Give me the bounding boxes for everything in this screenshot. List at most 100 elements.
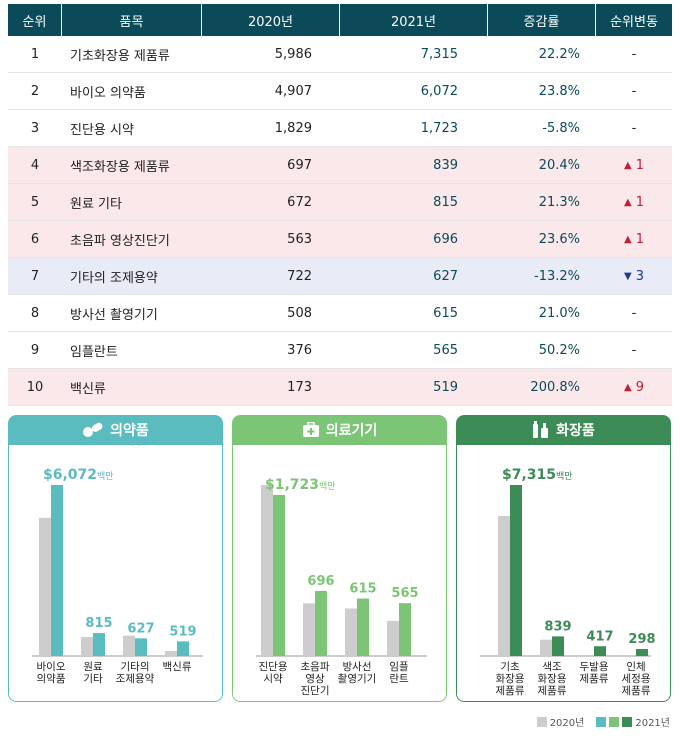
bar-2021 — [510, 485, 522, 656]
item-cell: 백신류 — [62, 369, 202, 406]
data-label: 839 — [544, 619, 571, 634]
bar-2021 — [636, 649, 648, 656]
bar-2021 — [51, 485, 63, 656]
rank-cell: 2 — [8, 73, 62, 110]
bar-2020 — [498, 516, 510, 656]
table-row: 1 기초화장용 제품류 5,986 7,315 22.2% - — [8, 36, 672, 73]
pharma-panel-body — [8, 445, 223, 702]
rate-cell: 50.2% — [488, 332, 596, 369]
category-label: 기타의 조제용약 — [116, 661, 155, 685]
arrow-up-icon: ▲ — [624, 381, 632, 393]
table-row: 2 바이오 의약품 4,907 6,072 23.8% - — [8, 73, 672, 110]
rank-change-cell: - — [596, 332, 672, 369]
rank-change-cell: ▼ 3 — [596, 258, 672, 295]
value-2020-cell: 4,907 — [202, 73, 340, 110]
item-cell: 진단용 시약 — [62, 110, 202, 147]
data-label: 417 — [586, 629, 613, 644]
rate-cell: 200.8% — [488, 369, 596, 406]
arrow-up-icon: ▲ — [624, 196, 632, 208]
table-row: 10 백신류 173 519 200.8% ▲ 9 — [8, 369, 672, 406]
rate-cell: 23.8% — [488, 73, 596, 110]
rate-cell: 21.3% — [488, 184, 596, 221]
value-2020-cell: 672 — [202, 184, 340, 221]
bar-2021 — [399, 603, 411, 656]
category-label: 진단용 시약 — [259, 661, 288, 685]
category-label: 백신류 — [163, 661, 192, 673]
category-label: 인체 세정용 제품류 — [622, 661, 651, 697]
bar-2021 — [315, 590, 327, 656]
rank-change-cell: - — [596, 36, 672, 73]
data-label: $6,072백만 — [43, 467, 114, 483]
rank-cell: 10 — [8, 369, 62, 406]
item-cell: 임플란트 — [62, 332, 202, 369]
item-cell: 원료 기타 — [62, 184, 202, 221]
value-2021-cell: 615 — [340, 295, 488, 332]
rank-change-value: 1 — [635, 231, 644, 247]
rank-cell: 1 — [8, 36, 62, 73]
table-row: 9 임플란트 376 565 50.2% - — [8, 332, 672, 369]
legend-label-2021: 2021년 — [635, 718, 670, 729]
value-2020-cell: 563 — [202, 221, 340, 258]
value-2020-cell: 722 — [202, 258, 340, 295]
rank-change-cell: - — [596, 110, 672, 147]
value-2020-cell: 508 — [202, 295, 340, 332]
legend-swatch-2021-cosmetic — [622, 716, 633, 727]
bar-2021 — [93, 633, 105, 656]
bar-2020 — [123, 635, 135, 656]
arrow-down-icon: ▼ — [624, 270, 632, 282]
value-2021-cell: 839 — [340, 147, 488, 184]
item-cell: 바이오 의약품 — [62, 73, 202, 110]
rank-cell: 6 — [8, 221, 62, 258]
legend-swatch-2021-device — [609, 716, 620, 727]
header-2021: 2021년 — [340, 4, 488, 36]
rank-cell: 8 — [8, 295, 62, 332]
cosmetics-icon — [533, 421, 549, 438]
rank-change-value: 3 — [635, 268, 644, 284]
data-label: 627 — [127, 621, 154, 636]
unit-label: 백만 — [556, 471, 573, 482]
bar-2021 — [552, 636, 564, 656]
rank-change-value: 9 — [635, 379, 644, 395]
table-row: 6 초음파 영상진단기 563 696 23.6% ▲ 1 — [8, 221, 672, 258]
value-2021-cell: 1,723 — [340, 110, 488, 147]
pills-icon — [83, 422, 103, 437]
value-2021-cell: 696 — [340, 221, 488, 258]
data-label: $7,315백만 — [502, 467, 573, 483]
bar-2020 — [39, 517, 51, 656]
value-2021-cell: 7,315 — [340, 36, 488, 73]
category-label: 기초 화장용 제품류 — [496, 661, 525, 697]
rate-cell: -5.8% — [488, 110, 596, 147]
data-label: 615 — [349, 582, 376, 597]
bar-2020 — [387, 620, 399, 656]
table-row: 4 색조화장용 제품류 697 839 20.4% ▲ 1 — [8, 147, 672, 184]
table-row: 5 원료 기타 672 815 21.3% ▲ 1 — [8, 184, 672, 221]
header-2020: 2020년 — [202, 4, 340, 36]
medical-kit-icon — [302, 422, 319, 437]
data-label: 815 — [85, 616, 112, 631]
data-label: 696 — [307, 574, 334, 589]
rate-cell: -13.2% — [488, 258, 596, 295]
cosmetic-panel: 화장품 $7,315백만 기초 화장용 제품류 839 색조 화장용 제품류 417 두발용 제품류… — [456, 415, 671, 702]
value-2021-cell: 519 — [340, 369, 488, 406]
rank-cell: 3 — [8, 110, 62, 147]
cosmetic-panel-body — [456, 445, 671, 702]
legend-swatch-2021-pharma — [596, 716, 607, 727]
table-row: 3 진단용 시약 1,829 1,723 -5.8% - — [8, 110, 672, 147]
arrow-up-icon: ▲ — [624, 159, 632, 171]
value-2020-cell: 1,829 — [202, 110, 340, 147]
value-2020-cell: 173 — [202, 369, 340, 406]
rank-cell: 4 — [8, 147, 62, 184]
header-rate: 증감률 — [488, 4, 596, 36]
rate-cell: 23.6% — [488, 221, 596, 258]
rate-cell: 21.0% — [488, 295, 596, 332]
rank-change-value: 1 — [635, 157, 644, 173]
rate-cell: 22.2% — [488, 36, 596, 73]
category-label: 원료 기타 — [83, 661, 103, 685]
rank-change-value: 1 — [635, 194, 644, 210]
bar-2021 — [177, 641, 189, 656]
category-label: 두발용 제품류 — [580, 661, 609, 685]
rank-cell: 7 — [8, 258, 62, 295]
category-label: 색조 화장용 제품류 — [538, 661, 567, 697]
device-panel: 의료기기 $1,723백만 진단용 시약 696 초음파 영상 진단기 615 방사선 촬영기기 5… — [232, 415, 447, 702]
header-item: 품목 — [62, 4, 202, 36]
